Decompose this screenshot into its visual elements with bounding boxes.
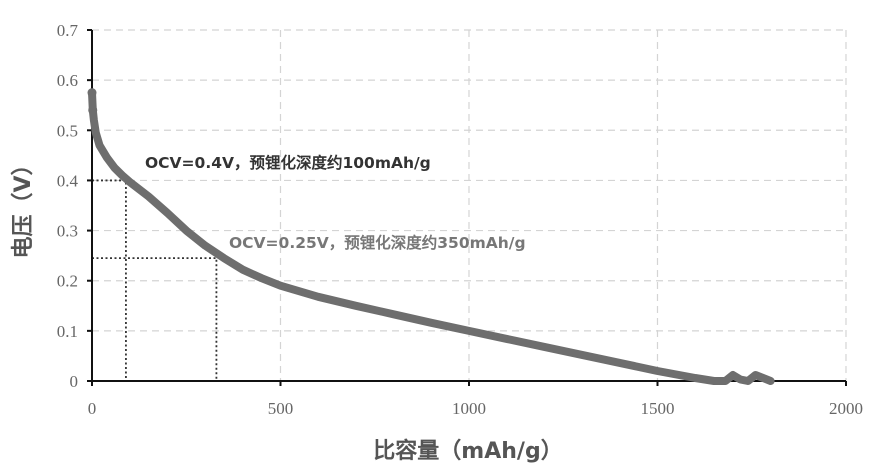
x-axis-title: 比容量（mAh/g） (373, 438, 562, 464)
x-tick-label: 1000 (452, 399, 486, 418)
reference-lines (92, 179, 218, 381)
y-tick-label: 0.5 (57, 121, 78, 140)
annotation-ocv-0-25v: OCV=0.25V，预锂化深度约350mAh/g (229, 233, 526, 252)
data-series (87, 88, 775, 385)
y-tick-label: 0.3 (57, 222, 78, 241)
y-tick-label: 0.6 (57, 71, 78, 90)
annotation-ocv-0-4v: OCV=0.4V，预锂化深度约100mAh/g (145, 153, 431, 172)
y-axis-title: 电压（V） (11, 153, 36, 258)
x-tick-label: 0 (88, 399, 97, 418)
x-tick-label: 500 (268, 399, 294, 418)
data-point (88, 105, 98, 115)
gridlines (92, 29, 847, 381)
y-tick-label: 0.1 (57, 322, 78, 341)
y-tick-label: 0.7 (57, 21, 79, 40)
reference-line (92, 179, 127, 381)
x-tick-label: 2000 (829, 399, 863, 418)
y-tick-label: 0.2 (57, 272, 78, 291)
reference-line (92, 257, 218, 381)
series-line (88, 88, 775, 385)
y-tick-label: 0.4 (57, 171, 79, 190)
y-tick-labels: 0 0.1 0.2 0.3 0.4 0.5 0.6 0.7 (57, 21, 79, 391)
x-tick-labels: 0 500 1000 1500 2000 (88, 399, 863, 418)
data-point (87, 88, 97, 98)
y-tick-label: 0 (70, 372, 79, 391)
x-tick-label: 1500 (641, 399, 675, 418)
